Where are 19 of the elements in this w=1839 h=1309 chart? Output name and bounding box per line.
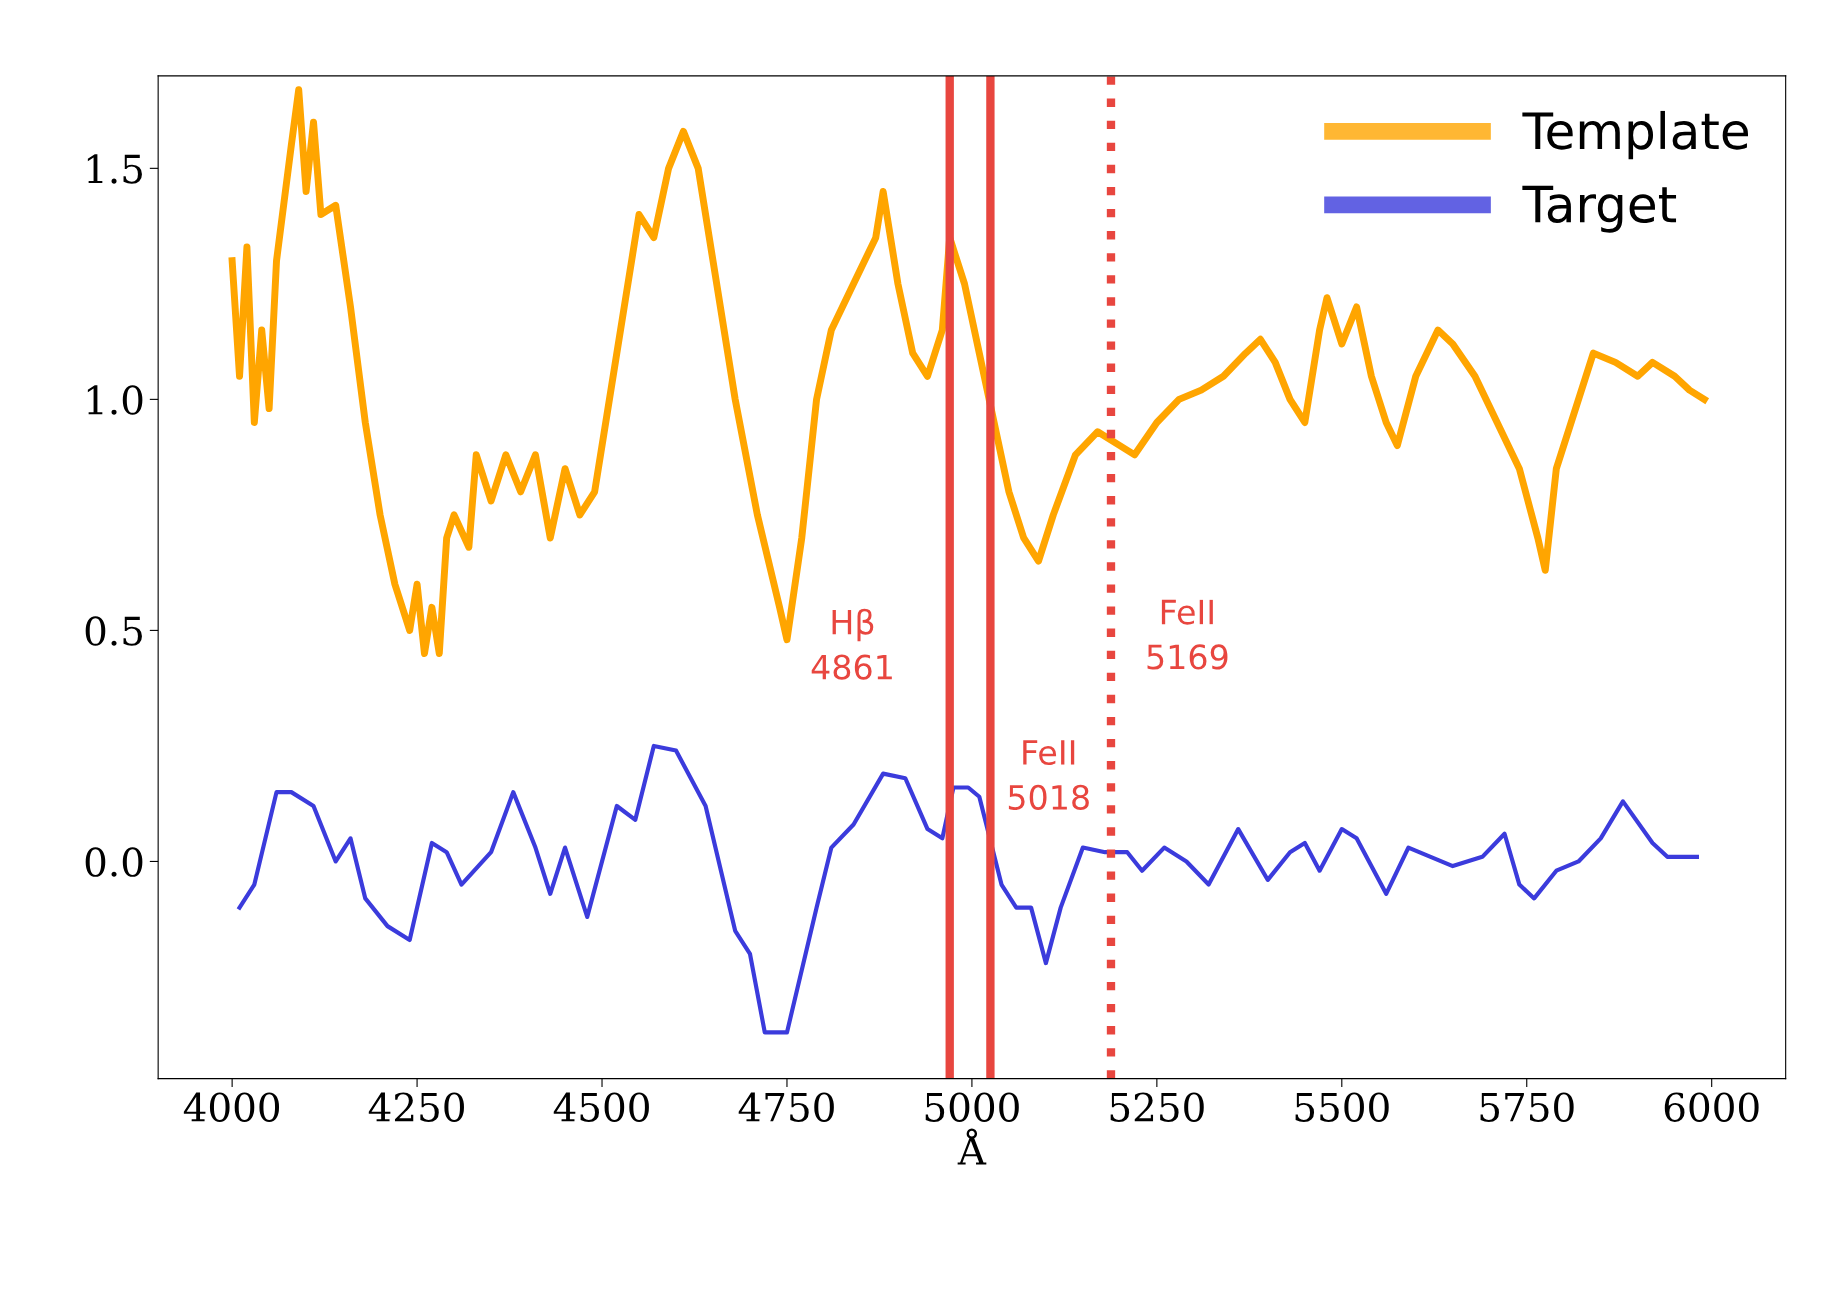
- y-tick-label: 1.0: [87, 385, 143, 415]
- y-tick-label: 0.5: [85, 616, 142, 646]
- legend-label: Target: [1522, 185, 1677, 233]
- ref-line-label: FeII 5169: [1147, 599, 1228, 670]
- x-tick-label: 4000: [183, 1092, 280, 1122]
- x-tick-label: 5250: [1110, 1092, 1204, 1122]
- x-tick-label: 6000: [1664, 1092, 1759, 1122]
- ref-line-label: FeII 5018: [1008, 740, 1089, 810]
- x-tick-label: 5000: [925, 1092, 1019, 1122]
- x-tick-label: 4750: [738, 1092, 834, 1122]
- y-tick-label: 0.0: [85, 847, 143, 877]
- legend-label: Template: [1522, 110, 1749, 160]
- ref-line-label: Hβ 4861: [811, 608, 892, 680]
- x-tick-label: 4500: [553, 1092, 649, 1122]
- x-tick-label: 5500: [1295, 1092, 1389, 1122]
- x-tick-label: 5750: [1480, 1092, 1574, 1122]
- x-tick-label: 4250: [368, 1092, 464, 1122]
- x-axis-title: Å: [957, 1128, 987, 1165]
- y-tick-label: 1.5: [87, 154, 142, 184]
